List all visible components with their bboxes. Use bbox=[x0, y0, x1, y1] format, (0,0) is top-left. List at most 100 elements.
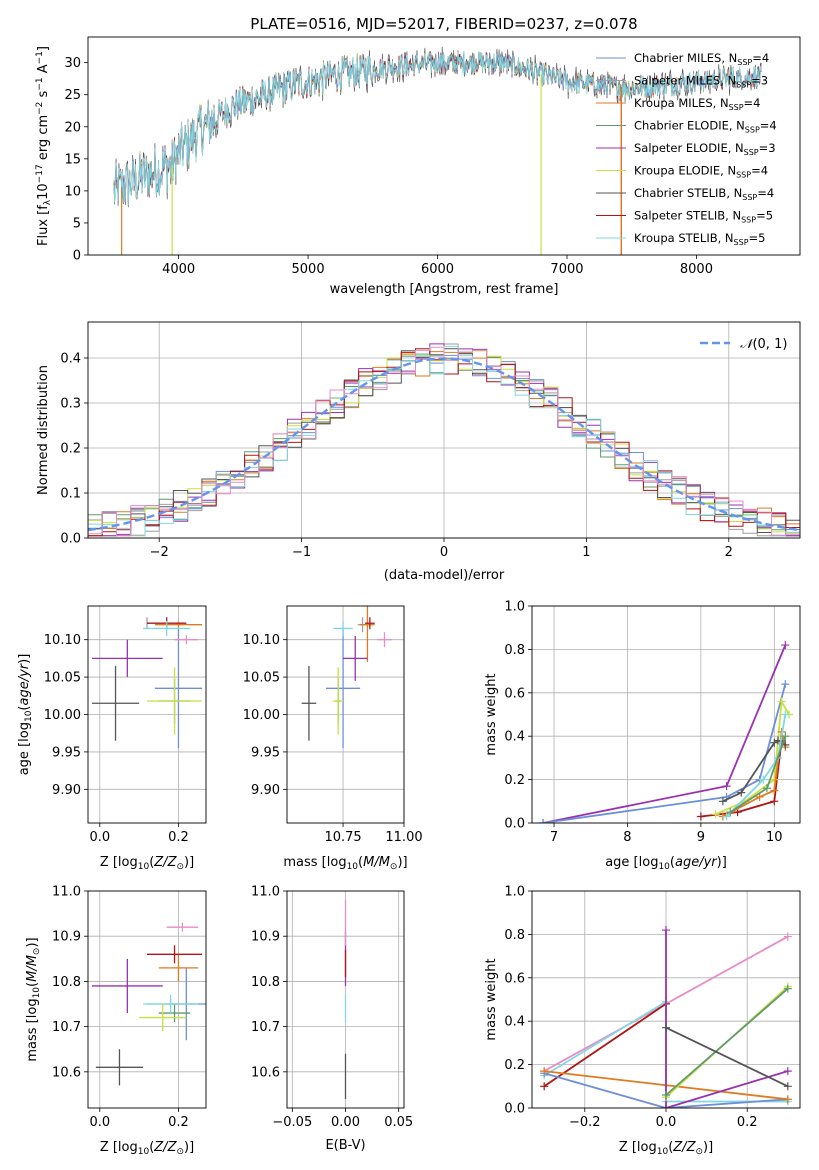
weight-marker bbox=[722, 782, 731, 791]
label-part: 10 bbox=[32, 987, 42, 999]
label-part: )] bbox=[184, 1140, 194, 1155]
label-part: s bbox=[36, 90, 51, 101]
mass_vs_ebv-frame bbox=[286, 890, 405, 1109]
legend-text: Chabrier ELODIE, N bbox=[634, 119, 745, 133]
weight-marker bbox=[777, 697, 786, 706]
legend-text: (0, 1) bbox=[752, 337, 787, 352]
errorbar-point bbox=[91, 639, 163, 678]
label-part: 10 bbox=[138, 1147, 150, 1157]
label-part: erg cm bbox=[36, 115, 51, 164]
label-part: −2 bbox=[35, 102, 45, 115]
label-part: M/M bbox=[363, 855, 390, 870]
x-tick-label: 5000 bbox=[292, 262, 325, 277]
x-tick-label: −0.2 bbox=[569, 1115, 601, 1130]
residual-histograms bbox=[88, 343, 800, 537]
x-tick-label: 4000 bbox=[162, 262, 195, 277]
y-tick-label: 0.6 bbox=[504, 686, 525, 701]
mass_vs_z-axes: 0.0 0.2 10.6 10.7 10.8 10.9 11.0 bbox=[52, 885, 206, 1130]
weights_vs_z-frame bbox=[531, 890, 801, 1109]
legend-text: Chabrier MILES, N bbox=[634, 51, 737, 65]
legend-suffix: =5 bbox=[749, 231, 766, 245]
spectrum-kroupa_stelib bbox=[113, 51, 762, 207]
x-tick-label: 0.00 bbox=[331, 1115, 360, 1130]
errorbar-point bbox=[91, 665, 140, 741]
errorbar-point bbox=[360, 606, 375, 663]
legend-sub: SSP bbox=[742, 193, 757, 202]
label-part: ⊙ bbox=[176, 1147, 184, 1157]
legend-label: Kroupa MILES, NSSP=4 bbox=[634, 96, 760, 112]
errorbar-point bbox=[333, 667, 344, 735]
legend-suffix: =4 bbox=[757, 186, 774, 200]
weight-marker bbox=[711, 810, 720, 819]
label-part: age/yr bbox=[17, 662, 32, 705]
legend-text: Salpeter ELODIE, N bbox=[634, 141, 744, 155]
errorbar-point bbox=[143, 994, 199, 1014]
label-part: age/yr bbox=[675, 855, 718, 870]
label-part: Flux [f bbox=[36, 205, 51, 246]
legend-sub: SSP bbox=[736, 171, 751, 180]
y-tick-label: 5 bbox=[73, 216, 81, 231]
y-tick-label: 15 bbox=[64, 152, 81, 167]
legend-label: Kroupa ELODIE, NSSP=4 bbox=[634, 164, 768, 180]
label-part: 10 bbox=[24, 710, 34, 722]
label-part: )] bbox=[184, 855, 194, 870]
x-axis-label: mass [log10(M/M⊙)] bbox=[283, 855, 407, 872]
weight-marker bbox=[726, 808, 735, 817]
label-part: mass [log bbox=[283, 855, 346, 870]
y-tick-label: 0.4 bbox=[504, 1015, 525, 1030]
x-tick-label: 0.2 bbox=[168, 830, 189, 845]
legend-text: Kroupa MILES, N bbox=[634, 96, 729, 110]
legend-label: Salpeter STELIB, NSSP=5 bbox=[634, 209, 773, 225]
legend-text: Salpeter STELIB, N bbox=[634, 209, 741, 223]
label-part: Z/Z bbox=[153, 1140, 177, 1155]
residuals-frame bbox=[87, 321, 801, 539]
legend-label: 𝒩(0, 1) bbox=[740, 337, 787, 352]
x-tick-label: 11.00 bbox=[385, 830, 422, 845]
weight-marker bbox=[696, 812, 705, 821]
errorbar-point bbox=[139, 1004, 187, 1032]
residuals-legend: 𝒩(0, 1) bbox=[700, 337, 787, 352]
legend-label: Chabrier MILES, NSSP=4 bbox=[634, 51, 769, 67]
legend-label: Salpeter MILES, NSSP=3 bbox=[634, 74, 768, 90]
age_vs_mass-axes: 10.75 11.00 9.90 9.95 10.00 10.05 10.10 bbox=[243, 606, 423, 845]
y-tick-label: 10.6 bbox=[251, 1065, 280, 1080]
y-tick-label: 0.2 bbox=[504, 773, 525, 788]
label-part: age [log bbox=[17, 722, 32, 775]
weight-marker bbox=[662, 1090, 670, 1099]
weight-marker bbox=[662, 1023, 670, 1032]
y-axis-label: Normed distribution bbox=[36, 365, 51, 495]
y-tick-label: 30 bbox=[64, 56, 81, 71]
chart-title: PLATE=0516, MJD=52017, FIBERID=0237, z=0… bbox=[250, 15, 637, 33]
y-tick-label: 0.1 bbox=[60, 487, 81, 502]
y-tick-label: 10.05 bbox=[44, 671, 81, 686]
x-tick-label: 0.0 bbox=[656, 1115, 677, 1130]
legend-text: Kroupa STELIB, N bbox=[634, 231, 734, 245]
label-part: 10 bbox=[658, 862, 670, 872]
label-part: ⊙ bbox=[695, 1147, 703, 1157]
label-part: Z [log bbox=[619, 1140, 657, 1155]
errorbar-point bbox=[95, 1049, 144, 1086]
weights_vs_z-series bbox=[540, 926, 792, 1108]
y-tick-label: 0.8 bbox=[504, 643, 525, 658]
legend-text: Salpeter MILES, N bbox=[634, 74, 736, 88]
label-part: −1 bbox=[35, 51, 45, 64]
x-tick-label: 10 bbox=[766, 830, 783, 845]
label-part: Z [log bbox=[100, 855, 138, 870]
x-axis-label: Z [log10(Z/Z⊙)] bbox=[619, 1140, 713, 1157]
legend-suffix: =4 bbox=[760, 119, 777, 133]
label-part: 10 bbox=[657, 1147, 669, 1157]
errorbar-point bbox=[174, 635, 199, 645]
label-part: A bbox=[36, 64, 51, 77]
weight-marker bbox=[783, 984, 792, 993]
legend-suffix: =4 bbox=[752, 51, 769, 65]
errorbar-point bbox=[301, 665, 317, 741]
y-axis-label: age [log10(age/yr)] bbox=[17, 654, 34, 776]
y-tick-label: 9.95 bbox=[52, 745, 81, 760]
x-axis-label: wavelength [Angstrom, rest frame] bbox=[330, 282, 559, 297]
weight-marker bbox=[781, 710, 790, 719]
weight-marker bbox=[762, 784, 771, 793]
y-tick-label: 9.90 bbox=[251, 783, 280, 798]
label-part: )] bbox=[397, 855, 407, 870]
y-tick-label: 0.3 bbox=[60, 397, 81, 412]
